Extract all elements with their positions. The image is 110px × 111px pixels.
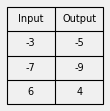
Text: Output: Output	[62, 14, 96, 24]
Text: 6: 6	[28, 87, 34, 97]
Text: Input: Input	[18, 14, 44, 24]
Text: -7: -7	[26, 63, 36, 73]
Text: 4: 4	[76, 87, 82, 97]
Text: -5: -5	[74, 38, 84, 48]
Text: -3: -3	[26, 38, 36, 48]
Bar	[7, 7, 103, 104]
Text: -9: -9	[74, 63, 84, 73]
